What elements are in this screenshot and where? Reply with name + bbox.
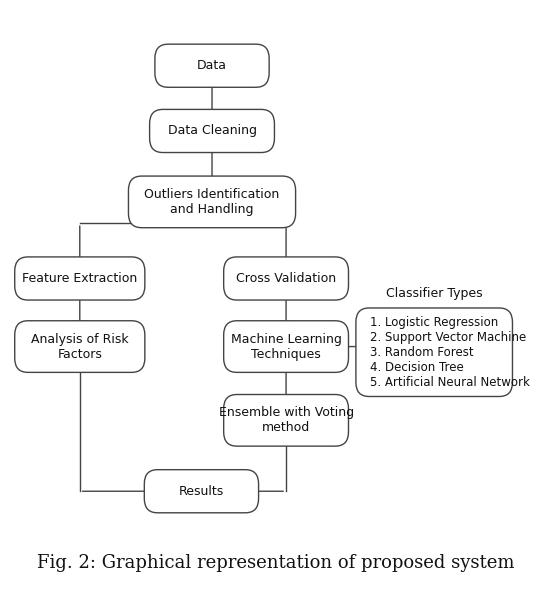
- FancyBboxPatch shape: [224, 321, 348, 372]
- Text: Outliers Identification
and Handling: Outliers Identification and Handling: [144, 188, 280, 216]
- FancyBboxPatch shape: [356, 308, 512, 397]
- FancyBboxPatch shape: [128, 176, 295, 228]
- FancyBboxPatch shape: [224, 395, 348, 446]
- FancyBboxPatch shape: [150, 109, 274, 152]
- Text: 1. Logistic Regression
2. Support Vector Machine
3. Random Forest
4. Decision Tr: 1. Logistic Regression 2. Support Vector…: [370, 316, 530, 389]
- Text: Fig. 2: Graphical representation of proposed system: Fig. 2: Graphical representation of prop…: [37, 554, 514, 571]
- Text: Classifier Types: Classifier Types: [386, 287, 483, 300]
- Text: Analysis of Risk
Factors: Analysis of Risk Factors: [31, 333, 128, 361]
- FancyBboxPatch shape: [224, 257, 348, 300]
- Text: Cross Validation: Cross Validation: [236, 272, 336, 285]
- Text: Ensemble with Voting
method: Ensemble with Voting method: [219, 407, 354, 434]
- Text: Machine Learning
Techniques: Machine Learning Techniques: [231, 333, 342, 361]
- FancyBboxPatch shape: [144, 470, 258, 513]
- FancyBboxPatch shape: [15, 321, 145, 372]
- Text: Results: Results: [179, 485, 224, 498]
- FancyBboxPatch shape: [155, 44, 269, 87]
- Text: Feature Extraction: Feature Extraction: [22, 272, 137, 285]
- Text: Data: Data: [197, 59, 227, 72]
- FancyBboxPatch shape: [15, 257, 145, 300]
- Text: Data Cleaning: Data Cleaning: [168, 125, 257, 138]
